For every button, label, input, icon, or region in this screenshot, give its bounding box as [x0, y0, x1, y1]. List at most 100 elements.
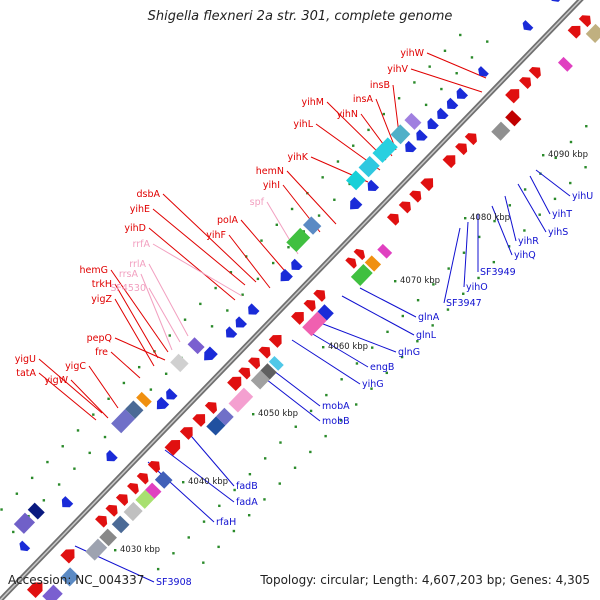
gene-block [136, 391, 152, 408]
topology-label: Topology: [260, 573, 317, 587]
forward-gene-label: pepQ [87, 333, 112, 344]
scale-dot [46, 460, 49, 464]
scale-dot [569, 181, 572, 185]
kbp-tick-label: 4050 kbp [258, 409, 298, 419]
forward-gene-label: insA [353, 94, 374, 105]
scale-dot [61, 445, 64, 448]
scale-dot [317, 214, 321, 217]
scale-dot [333, 198, 336, 201]
gene-arrow [127, 482, 139, 495]
gene-arrow [95, 515, 108, 528]
kbp-tick-label: 4030 kbp [120, 545, 160, 555]
scale-dot [355, 362, 359, 365]
gene-block [372, 137, 398, 163]
scale-dot [367, 128, 370, 132]
gene-arrow [258, 346, 271, 359]
scale-dot [352, 144, 355, 147]
scale-dot [263, 457, 267, 460]
kbp-tick-label: 4060 kbp [328, 342, 368, 352]
kbp-tick-label: 4070 kbp [400, 276, 440, 286]
gene-arrow [427, 117, 439, 130]
scale-dot [371, 346, 374, 349]
gene-arrow [19, 540, 31, 552]
scale-dot [386, 330, 389, 334]
reverse-gene-label: yihU [572, 191, 593, 202]
reverse-gene-label: yihG [362, 379, 384, 390]
scale-dot [88, 451, 91, 455]
scale-dot [279, 441, 282, 444]
scale-dot [455, 72, 458, 75]
reverse-gene-label: glnA [418, 312, 440, 323]
scale-dot [321, 176, 324, 179]
gene-block [346, 170, 366, 191]
scale-dot [324, 434, 327, 438]
gene-arrow [179, 427, 193, 440]
gene-arrow [238, 367, 251, 380]
accession-label: Accession: [8, 573, 72, 587]
reverse-gene-label: SF3949 [480, 267, 516, 278]
scale-dot [247, 514, 251, 517]
gene-block [206, 416, 226, 436]
gene-block [42, 584, 63, 600]
gene-arrow [409, 190, 422, 203]
gene-arrow [505, 89, 520, 104]
reverse-gene-label: yihQ [514, 250, 536, 261]
scale-dot [440, 87, 443, 91]
gene-block [302, 311, 327, 337]
forward-gene-label: insB [370, 80, 390, 91]
reverse-leader-line [147, 461, 215, 523]
scale-dot [12, 530, 15, 534]
scale-dot [15, 492, 19, 495]
forward-leader-line [228, 234, 271, 289]
gene-arrow [248, 303, 260, 315]
scale-dot [413, 81, 416, 84]
scale-dots [0, 33, 588, 571]
scale-dot [168, 334, 171, 337]
forward-gene-label: yihD [124, 223, 146, 234]
gene-block [491, 121, 511, 141]
forward-gene-label: spf [250, 197, 265, 208]
scale-dot [218, 504, 221, 508]
scale-dot [290, 207, 294, 211]
reverse-gene-label: rfaH [216, 517, 236, 528]
scale-dot [103, 435, 107, 439]
gene-arrow [386, 213, 400, 226]
genes-value: 4,305 [555, 573, 590, 587]
reverse-gene-label: engB [370, 362, 394, 373]
gene-block [125, 400, 144, 419]
scale-dot [340, 378, 343, 381]
scale-dot [187, 536, 190, 539]
gene-arrow [106, 450, 118, 462]
gene-arrow [446, 97, 459, 109]
scale-dot [459, 33, 462, 37]
forward-leader-line [110, 269, 169, 353]
forward-gene-label: rrsA [119, 269, 139, 280]
scale-dot [309, 450, 312, 454]
reverse-gene-label: yihT [552, 209, 572, 220]
gene-arrow [437, 107, 449, 120]
reverse-leader-line [341, 295, 415, 336]
gene-labels: yigU tatA yigW yigC fre pepQ yigZ trkH hemG rrsA S… [15, 48, 594, 588]
scale-dot [428, 65, 431, 68]
gene-arrow [519, 77, 532, 90]
scale-dot [294, 425, 297, 428]
forward-gene-label: yihL [293, 119, 313, 130]
reverse-leader-line [359, 287, 417, 318]
gene-arrow [367, 179, 380, 191]
scale-dot [493, 219, 496, 223]
scale-dot [584, 166, 587, 169]
scale-dot [397, 97, 401, 100]
scale-dot [554, 156, 557, 160]
forward-leader-line [140, 273, 173, 351]
length-label: Length: [372, 573, 419, 587]
forward-leader-line [410, 68, 483, 93]
gene-block [111, 409, 136, 434]
gene-arrow [567, 25, 581, 39]
scale-dot [370, 387, 373, 390]
tick-mark [322, 346, 325, 349]
gene-arrow [313, 289, 326, 302]
forward-gene-label: yihE [130, 204, 150, 215]
tick-mark [182, 481, 185, 484]
